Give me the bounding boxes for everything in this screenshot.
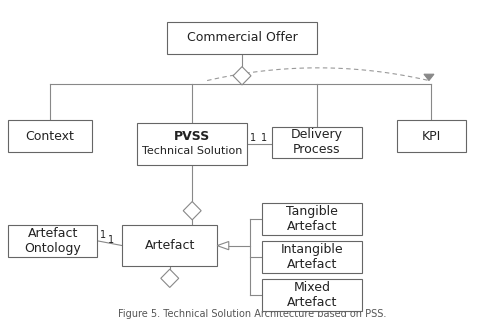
FancyBboxPatch shape: [397, 120, 466, 152]
Text: 1: 1: [100, 230, 106, 240]
Text: Tangible
Artefact: Tangible Artefact: [286, 205, 338, 233]
Text: Technical Solution: Technical Solution: [142, 146, 242, 156]
Text: Context: Context: [26, 130, 75, 142]
Text: 1: 1: [261, 133, 267, 143]
Polygon shape: [183, 202, 201, 220]
Polygon shape: [217, 242, 229, 250]
Text: Figure 5. Technical Solution Architecture based on PSS.: Figure 5. Technical Solution Architectur…: [118, 309, 386, 318]
Text: Artefact
Ontology: Artefact Ontology: [24, 227, 81, 255]
Text: 1: 1: [108, 235, 114, 245]
Text: Commercial Offer: Commercial Offer: [186, 31, 297, 44]
Text: Mixed
Artefact: Mixed Artefact: [287, 281, 337, 309]
FancyBboxPatch shape: [122, 225, 217, 266]
FancyBboxPatch shape: [262, 241, 362, 273]
Polygon shape: [161, 269, 179, 287]
Polygon shape: [233, 67, 251, 85]
Text: Intangible
Artefact: Intangible Artefact: [281, 243, 343, 271]
Text: 1: 1: [249, 133, 256, 143]
Text: KPI: KPI: [422, 130, 441, 142]
FancyBboxPatch shape: [262, 279, 362, 311]
FancyBboxPatch shape: [8, 225, 97, 257]
Text: Artefact: Artefact: [145, 239, 195, 252]
Polygon shape: [424, 74, 434, 80]
FancyBboxPatch shape: [8, 120, 93, 152]
FancyBboxPatch shape: [272, 127, 362, 158]
FancyBboxPatch shape: [262, 203, 362, 234]
FancyBboxPatch shape: [138, 123, 247, 165]
Text: PVSS: PVSS: [174, 130, 210, 143]
Text: Delivery
Process: Delivery Process: [291, 129, 343, 156]
FancyBboxPatch shape: [167, 22, 317, 54]
